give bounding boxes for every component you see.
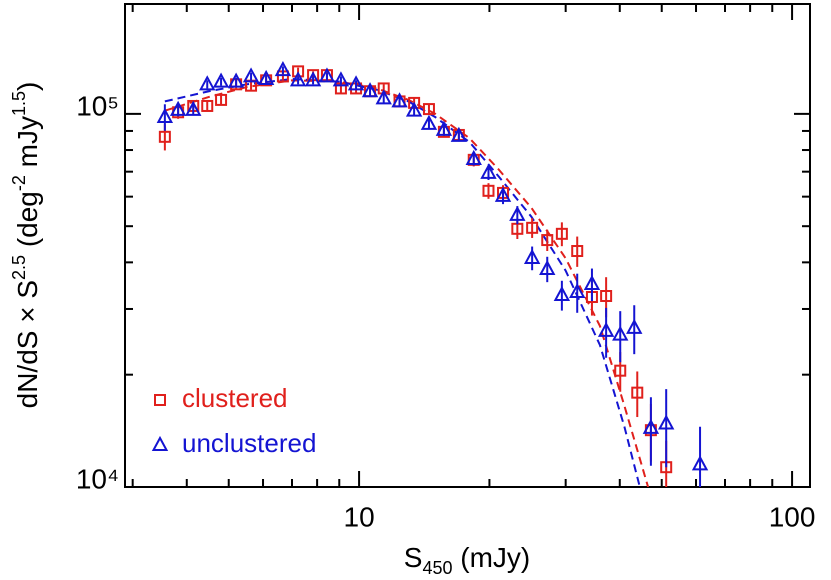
marker-triangle [435,120,453,136]
x-label-sub: 450 [422,558,452,578]
marker-triangle [156,107,174,123]
marker-triangle [569,282,586,299]
y-label-part: ) [12,82,43,91]
marker-square [201,99,214,112]
marker-triangle [199,75,216,91]
marker-triangle [691,455,709,471]
marker-triangle [391,92,408,108]
marker-triangle [509,205,526,221]
y-label-part: dN/dS × S [12,280,43,408]
marker-square [571,245,584,258]
marker-triangle [227,72,245,88]
marker-triangle [289,71,307,87]
marker-square [215,93,228,106]
marker-triangle [405,101,423,117]
marker-triangle [420,114,438,130]
legend-marker [154,394,166,406]
marker-triangle [583,274,601,290]
marker-square [631,386,644,399]
marker-triangle [494,186,512,202]
y-label-sup: 1.5 [9,91,29,116]
marker-square [482,184,495,197]
y-label-sup: -2 [9,175,29,191]
legend-marker [151,435,169,451]
marker-square [158,130,171,143]
legend-label: unclustered [182,428,316,458]
model-line [164,78,641,487]
marker-triangle [347,75,365,91]
y-tick-label: 10⁵ [76,90,119,121]
marker-triangle [257,69,275,86]
marker-triangle [318,67,336,83]
marker-triangle [553,285,571,302]
marker-triangle [375,89,392,105]
y-label-part: mJy [12,116,43,175]
marker-triangle [626,318,643,334]
marker-square [555,227,568,240]
marker-square [541,234,554,247]
marker-triangle [612,325,629,341]
marker-triangle [332,71,350,87]
x-tick-label: 100 [769,501,816,532]
marker-triangle [274,61,292,77]
x-label-part: S [404,542,423,573]
marker-square [292,65,305,78]
marker-triangle [361,82,379,98]
legend-label: clustered [182,383,288,413]
x-label-part: (mJy) [452,542,530,573]
marker-triangle [642,418,660,434]
marker-triangle [169,100,187,116]
x-tick-label: 10 [344,501,375,532]
y-label-part: (deg [12,191,43,255]
y-axis-label: dN/dS × S2.5 (deg-2 mJy1.5) [9,82,44,409]
marker-triangle [450,126,468,142]
marker-triangle [242,67,260,83]
marker-square [614,364,627,377]
marker-triangle [597,321,615,337]
marker-triangle [480,163,497,179]
marker-triangle [465,149,482,165]
plot-frame [124,3,811,488]
x-axis-label: S450 (mJy) [404,542,531,577]
model-line [164,79,650,487]
marker-triangle [185,100,202,116]
marker-triangle [304,71,322,87]
y-tick-label: 10⁴ [76,463,119,494]
marker-triangle [523,248,541,264]
marker-triangle [658,414,675,430]
marker-triangle [212,72,230,88]
marker-square [600,290,613,303]
marker-square [422,103,435,116]
marker-square [526,221,539,234]
y-label-sup: 2.5 [9,255,29,280]
marker-triangle [539,259,556,275]
